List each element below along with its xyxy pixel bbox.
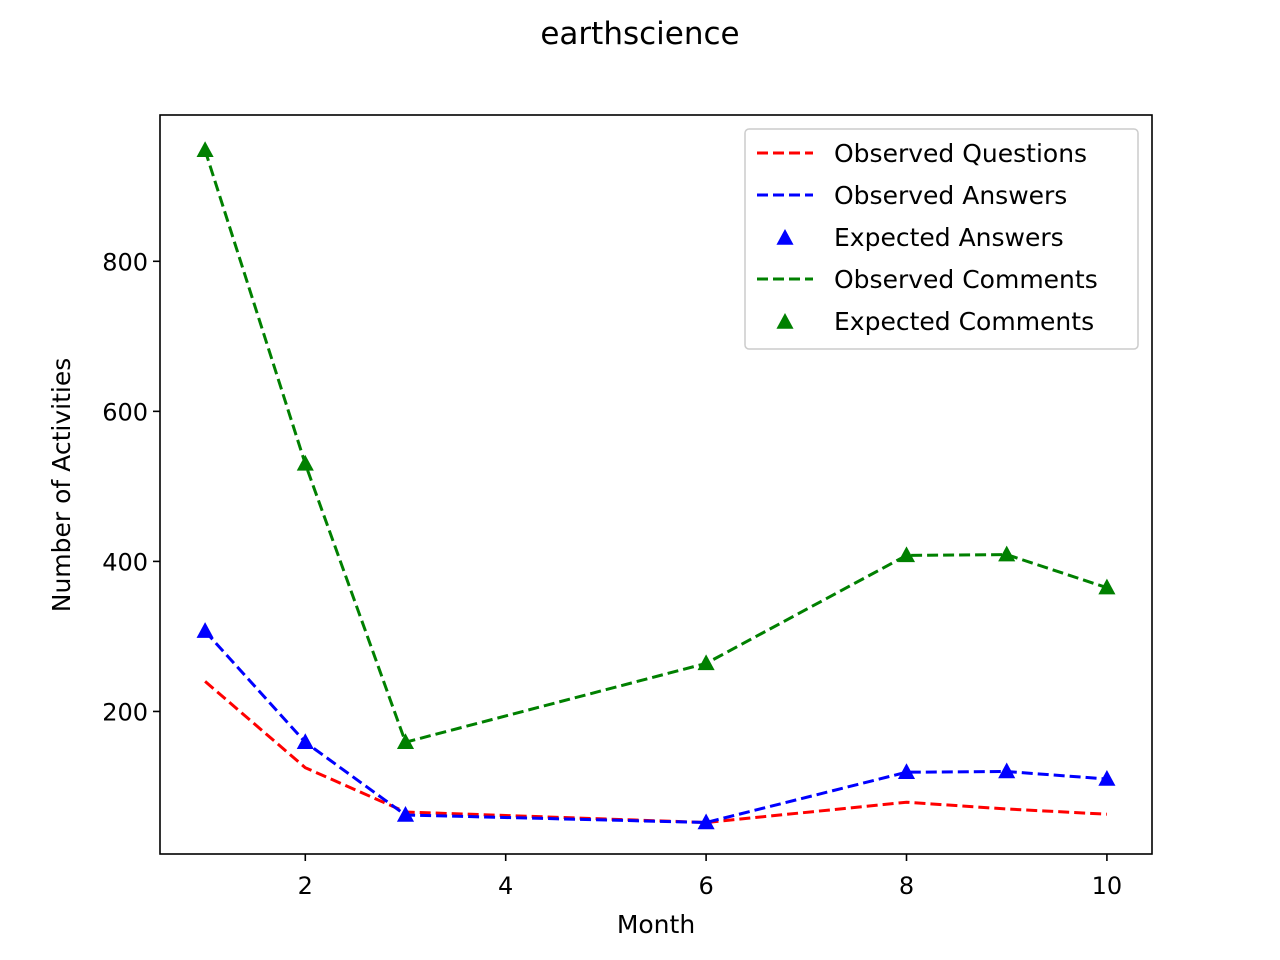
legend-label-expected-answers: Expected Answers [834, 223, 1064, 252]
y-axis-label: Number of Activities [47, 358, 76, 612]
legend: Observed Questions Observed Answers Expect… [744, 128, 1139, 350]
series-line-observed-answers [203, 630, 1108, 825]
series-line-observed-questions [204, 680, 1107, 825]
legend-swatch-expected-comments [776, 313, 794, 329]
y-axis: 200 400 600 800 [102, 248, 160, 726]
data-point-expected-answers [396, 805, 415, 822]
y-tick-label: 800 [102, 248, 148, 276]
data-point-expected-answers [296, 733, 314, 749]
plot-frame [159, 114, 1153, 855]
data-point-expected-answers [1098, 769, 1116, 786]
x-tick-label: 10 [1092, 872, 1123, 900]
legend-label-observed-comments: Observed Comments [834, 265, 1098, 294]
x-axis-label: Month [617, 910, 695, 939]
x-tick-label: 8 [899, 872, 914, 900]
legend-label-observed-answers: Observed Answers [834, 181, 1067, 210]
data-point-expected-answers [196, 622, 214, 638]
x-tick-label: 2 [298, 872, 313, 900]
data-point-expected-comments [196, 141, 214, 158]
x-tick-label: 4 [498, 872, 513, 900]
legend-label-expected-comments: Expected Comments [834, 307, 1094, 336]
legend-label-observed-questions: Observed Questions [834, 139, 1087, 168]
data-point-expected-answers [897, 763, 916, 779]
x-axis: 2 4 6 8 10 [298, 854, 1123, 900]
data-point-expected-answers [697, 813, 715, 830]
data-point-expected-comments [998, 545, 1016, 562]
data-point-expected-answers [998, 762, 1016, 779]
data-point-expected-comments [296, 454, 314, 471]
legend-swatch-expected-answers [776, 229, 794, 245]
y-tick-label: 600 [102, 398, 148, 426]
x-tick-label: 6 [698, 872, 713, 900]
chart-title: earthscience [540, 16, 739, 52]
data-point-expected-comments [1098, 578, 1116, 595]
y-tick-label: 400 [102, 548, 148, 576]
y-tick-label: 200 [102, 698, 148, 726]
data-point-expected-comments [897, 546, 916, 563]
legend-frame [744, 128, 1139, 350]
data-point-expected-comments [396, 733, 415, 749]
plot-area [196, 141, 1116, 830]
data-point-expected-comments [697, 654, 715, 671]
